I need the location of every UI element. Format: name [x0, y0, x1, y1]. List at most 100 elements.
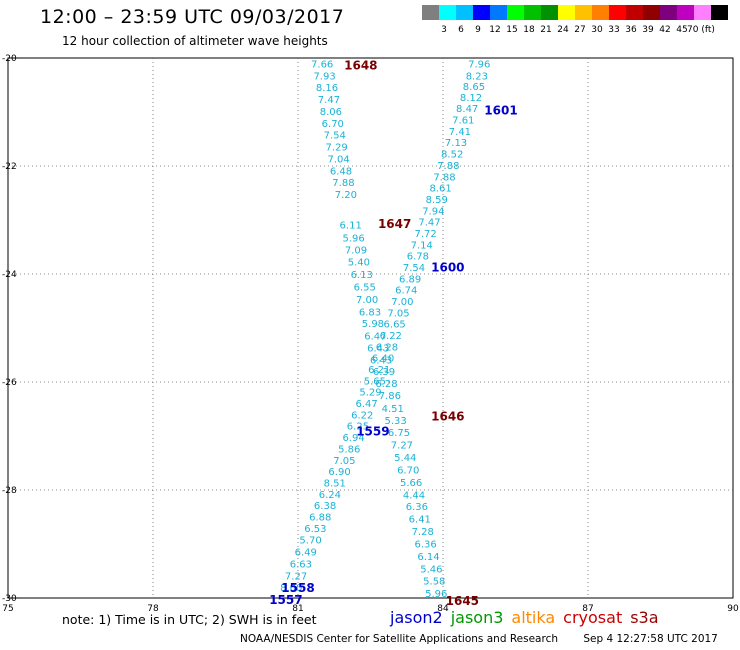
swh-value-jason2: 7.14 [411, 240, 433, 251]
swh-value-jason2: 6.63 [290, 559, 312, 570]
x-tick-label: 84 [437, 604, 449, 614]
legend-label: 42 [659, 25, 671, 35]
swh-value-s3a: 6.41 [409, 515, 431, 526]
legend-label: 21 [540, 25, 552, 35]
swh-value-jason2: 6.38 [314, 501, 336, 512]
swh-value-s3a: 7.28 [412, 527, 434, 538]
swh-value-jason2: 7.47 [418, 218, 440, 229]
swh-value-jason2: 6.74 [395, 286, 417, 297]
swh-value-jason2: 6.28 [376, 342, 398, 353]
swh-value-jason2: 7.54 [403, 263, 425, 274]
satellite-s3a: s3a [630, 608, 659, 627]
footer: NOAA/NESDIS Center for Satellite Applica… [240, 633, 718, 645]
swh-value-jason2: 8.65 [463, 82, 485, 93]
swh-value-jason2: 7.94 [422, 206, 444, 217]
swh-value-s3a: 6.36 [406, 502, 428, 513]
swh-value-s3a: 7.04 [327, 154, 349, 165]
x-tick-label: 78 [147, 604, 159, 614]
swh-value-jason2: 8.12 [460, 93, 482, 104]
swh-value-s3a: 8.16 [316, 83, 338, 94]
swh-value-jason2: 6.22 [380, 331, 402, 342]
swh-value-jason2: 8.52 [441, 150, 463, 161]
y-tick-label: -22 [2, 162, 17, 172]
swh-value-jason2: 6.47 [356, 399, 378, 410]
swh-value-jason2: 7.96 [468, 59, 490, 70]
swh-value-jason2: 6.49 [295, 548, 317, 559]
chart-subtitle: 12 hour collection of altimeter wave hei… [62, 34, 328, 48]
swh-value-s3a: 6.43 [367, 343, 389, 354]
legend-swatch [490, 5, 507, 20]
legend-swatch [643, 5, 660, 20]
legend-swatch [456, 5, 473, 20]
swh-value-jason2: 5.29 [359, 388, 381, 399]
swh-value-s3a: 7.93 [313, 71, 335, 82]
swh-value-s3a: 6.11 [340, 220, 362, 231]
swh-value-s3a: 6.55 [354, 282, 376, 293]
satellite-jason3: jason3 [450, 608, 504, 627]
swh-value-jason2: 7.72 [414, 229, 436, 240]
swh-value-s3a: 7.09 [345, 246, 367, 257]
swh-value-jason2: 6.90 [328, 467, 350, 478]
swh-value-jason2: 6.53 [304, 524, 326, 535]
y-tick-label: -26 [2, 378, 17, 388]
swh-value-s3a: 6.13 [351, 270, 373, 281]
pass-time-label: 1557 [269, 593, 302, 607]
swh-value-s3a: 6.14 [417, 552, 439, 563]
swh-value-jason2: 7.05 [333, 456, 355, 467]
swh-value-s3a: 6.70 [322, 119, 344, 130]
swh-value-s3a: 5.44 [394, 453, 416, 464]
footer-source: NOAA/NESDIS Center for Satellite Applica… [240, 633, 558, 645]
swh-value-jason2: 8.51 [324, 478, 346, 489]
swh-value-s3a: 6.75 [388, 428, 410, 439]
swh-value-jason2: 7.00 [391, 297, 413, 308]
legend-swatch [626, 5, 643, 20]
swh-value-jason2: 7.05 [387, 308, 409, 319]
swh-value-jason2: 8.00 [280, 583, 302, 594]
pass-time-label: 1558 [281, 581, 314, 595]
y-tick-label: -28 [2, 486, 17, 496]
swh-value-jason2: 6.40 [372, 354, 394, 365]
swh-value-s3a: 6.28 [375, 379, 397, 390]
legend-label: 18 [523, 25, 535, 35]
pass-time-label: 1559 [356, 425, 389, 439]
swh-value-jason2: 6.22 [351, 410, 373, 421]
legend-label: 33 [608, 25, 620, 35]
swh-value-jason2: 6.94 [342, 433, 364, 444]
swh-value-s3a: 5.98 [362, 319, 384, 330]
legend-swatch [473, 5, 490, 20]
swh-value-jason2: 7.41 [449, 127, 471, 138]
x-tick-label: 81 [292, 604, 303, 614]
legend-label: 9 [475, 25, 481, 35]
swh-value-s3a: 5.46 [420, 564, 442, 575]
swh-value-jason2: 7.88 [433, 172, 455, 183]
legend-label: 70 (ft) [687, 25, 715, 35]
swh-value-s3a: 5.66 [400, 478, 422, 489]
legend-swatch [609, 5, 626, 20]
swh-value-s3a: 5.96 [425, 589, 447, 600]
legend-label: 3 [441, 25, 447, 35]
swh-value-jason2: 7.61 [452, 116, 474, 127]
legend-swatch [660, 5, 677, 20]
swh-value-jason2: 6.21 [368, 365, 390, 376]
swh-value-s3a: 6.36 [414, 539, 436, 550]
swh-value-jason2: 6.88 [309, 512, 331, 523]
swh-value-s3a: 7.29 [326, 143, 348, 154]
legend-swatch [592, 5, 609, 20]
footer-timestamp: Sep 4 12:27:58 UTC 2017 [583, 633, 718, 645]
legend-swatch [422, 5, 439, 20]
swh-value-s3a: 4.44 [403, 490, 425, 501]
swh-value-s3a: 6.39 [373, 367, 395, 378]
pass-time-label: 1646 [431, 409, 464, 423]
x-tick-label: 87 [582, 604, 593, 614]
swh-value-s3a: 7.66 [311, 59, 333, 70]
legend-label: 6 [458, 25, 464, 35]
swh-value-s3a: 8.06 [320, 107, 342, 118]
legend-swatch [558, 5, 575, 20]
swh-value-jason2: 6.78 [407, 252, 429, 263]
swh-value-jason2: 7.13 [445, 138, 467, 149]
swh-value-s3a: 7.86 [379, 391, 401, 402]
units-note: note: 1) Time is in UTC; 2) SWH is in fe… [62, 612, 317, 627]
swh-value-s3a: 5.58 [423, 577, 445, 588]
swh-value-jason2: 6.65 [384, 320, 406, 331]
